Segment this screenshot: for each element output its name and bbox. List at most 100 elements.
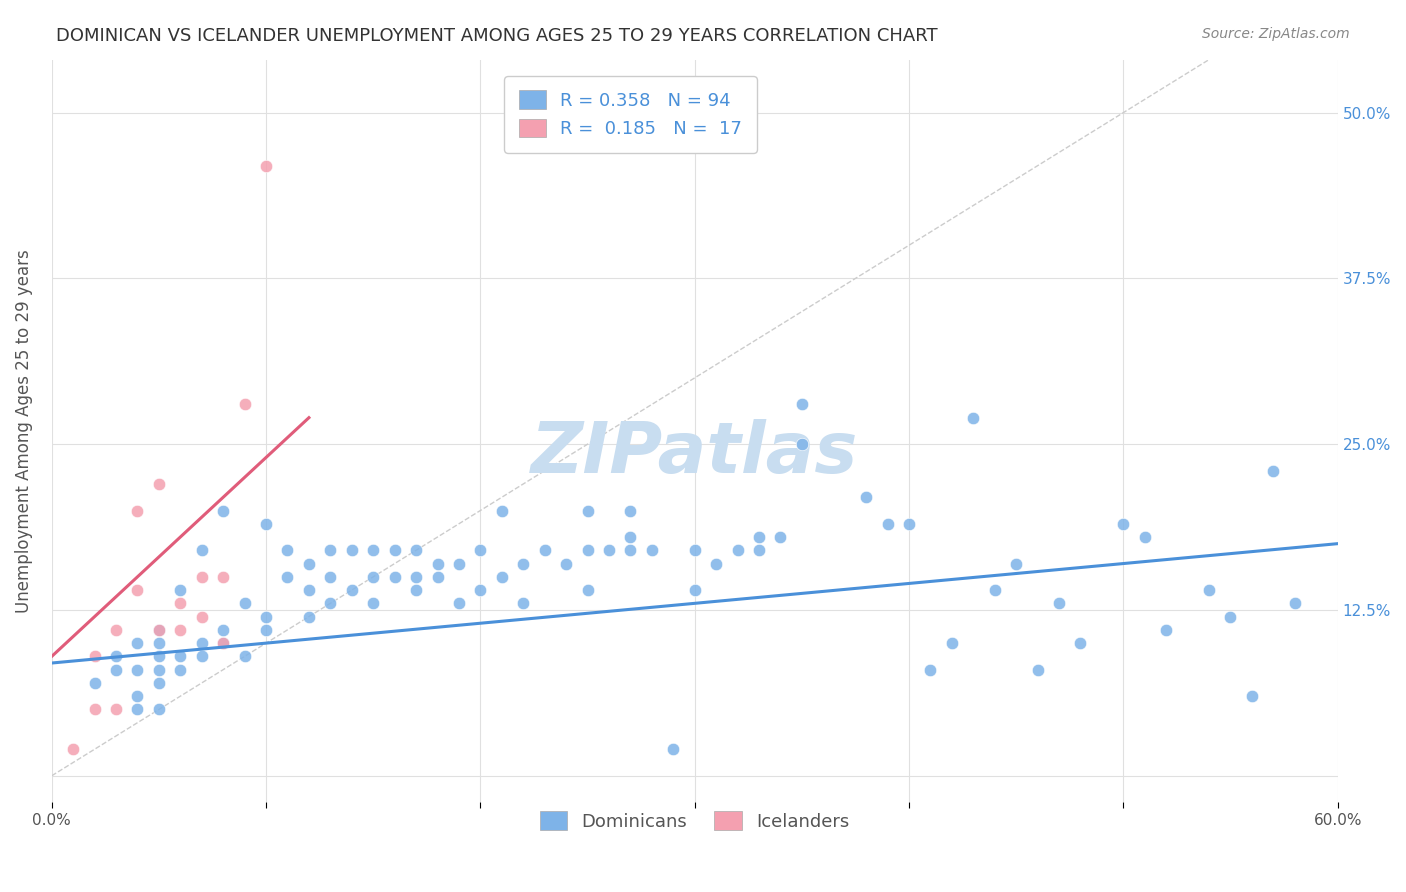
Text: ZIPatlas: ZIPatlas [531, 418, 859, 488]
Point [1047, 596, 1070, 610]
Point [619, 543, 641, 558]
Point [127, 503, 149, 517]
Point [598, 543, 620, 558]
Y-axis label: Unemployment Among Ages 25 to 29 years: Unemployment Among Ages 25 to 29 years [15, 249, 32, 613]
Point [148, 663, 170, 677]
Point [276, 570, 298, 584]
Point [1154, 623, 1177, 637]
Point [470, 543, 492, 558]
Text: DOMINICAN VS ICELANDER UNEMPLOYMENT AMONG AGES 25 TO 29 YEARS CORRELATION CHART: DOMINICAN VS ICELANDER UNEMPLOYMENT AMON… [56, 27, 938, 45]
Point [83, 702, 105, 716]
Point [191, 636, 214, 650]
Point [212, 636, 235, 650]
Point [1219, 609, 1241, 624]
Point [426, 570, 449, 584]
Point [361, 570, 384, 584]
Point [319, 543, 342, 558]
Point [941, 636, 963, 650]
Point [169, 663, 191, 677]
Point [447, 557, 470, 571]
Point [512, 557, 534, 571]
Point [619, 503, 641, 517]
Point [533, 543, 555, 558]
Point [127, 636, 149, 650]
Point [962, 410, 984, 425]
Point [233, 397, 256, 411]
Point [298, 557, 321, 571]
Point [212, 623, 235, 637]
Point [276, 543, 298, 558]
Point [254, 623, 277, 637]
Point [340, 543, 363, 558]
Point [148, 623, 170, 637]
Point [1069, 636, 1091, 650]
Point [727, 543, 749, 558]
Point [212, 636, 235, 650]
Point [683, 583, 706, 598]
Point [470, 583, 492, 598]
Point [191, 649, 214, 664]
Point [148, 649, 170, 664]
Point [105, 702, 128, 716]
Point [319, 570, 342, 584]
Point [405, 543, 427, 558]
Point [340, 583, 363, 598]
Point [1112, 516, 1135, 531]
Point [169, 596, 191, 610]
Point [1198, 583, 1220, 598]
Point [148, 702, 170, 716]
Point [127, 689, 149, 703]
Point [704, 557, 727, 571]
Point [576, 583, 599, 598]
Point [127, 583, 149, 598]
Point [576, 503, 599, 517]
Point [1133, 530, 1156, 544]
Point [447, 596, 470, 610]
Point [491, 503, 513, 517]
Point [233, 596, 256, 610]
Point [405, 570, 427, 584]
Point [83, 676, 105, 690]
Point [876, 516, 898, 531]
Point [212, 570, 235, 584]
Point [105, 663, 128, 677]
Point [127, 702, 149, 716]
Point [405, 583, 427, 598]
Point [512, 596, 534, 610]
Legend: Dominicans, Icelanders: Dominicans, Icelanders [526, 797, 863, 846]
Point [212, 503, 235, 517]
Point [148, 623, 170, 637]
Point [254, 159, 277, 173]
Text: Source: ZipAtlas.com: Source: ZipAtlas.com [1202, 27, 1350, 41]
Point [898, 516, 921, 531]
Point [576, 543, 599, 558]
Point [169, 649, 191, 664]
Point [1005, 557, 1028, 571]
Point [191, 570, 214, 584]
Point [105, 623, 128, 637]
Point [105, 649, 128, 664]
Point [169, 623, 191, 637]
Point [148, 477, 170, 491]
Point [1284, 596, 1306, 610]
Point [641, 543, 664, 558]
Point [769, 530, 792, 544]
Point [191, 543, 214, 558]
Point [1240, 689, 1263, 703]
Point [1026, 663, 1049, 677]
Point [683, 543, 706, 558]
Point [619, 530, 641, 544]
Point [127, 663, 149, 677]
Point [983, 583, 1005, 598]
Point [855, 490, 877, 504]
Point [319, 596, 342, 610]
Point [790, 437, 813, 451]
Point [148, 636, 170, 650]
Point [920, 663, 942, 677]
Point [384, 570, 406, 584]
Point [83, 649, 105, 664]
Point [790, 397, 813, 411]
Point [254, 609, 277, 624]
Point [254, 516, 277, 531]
Point [148, 676, 170, 690]
